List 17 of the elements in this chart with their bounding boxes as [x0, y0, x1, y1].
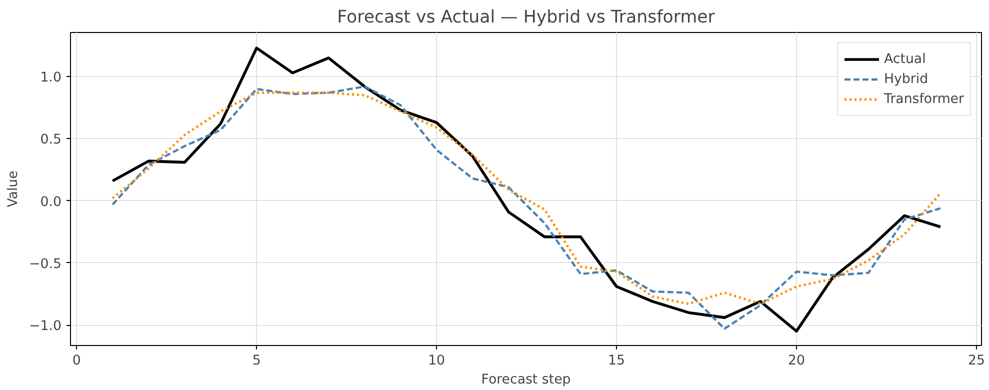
- x-tick-label: 5: [252, 354, 261, 368]
- x-tick-label: 20: [788, 354, 805, 368]
- y-tick-label: 1.0: [40, 70, 62, 86]
- x-tick-label: 10: [428, 354, 446, 368]
- y-tick-label: 0.5: [40, 132, 62, 148]
- y-tick-label: −1.0: [29, 319, 62, 334]
- legend-label: Transformer: [884, 92, 964, 106]
- y-tick-label: −0.5: [29, 256, 62, 272]
- x-tick-label: 0: [72, 354, 81, 368]
- y-axis-title: Value: [6, 170, 22, 208]
- y-tick-label: 0.0: [40, 194, 62, 210]
- chart-title: Forecast vs Actual — Hybrid vs Transformer: [337, 8, 716, 28]
- legend-label: Actual: [884, 52, 926, 66]
- x-tick-label: 25: [968, 354, 985, 368]
- x-axis-title: Forecast step: [481, 372, 571, 388]
- x-tick-label: 15: [608, 354, 626, 368]
- legend-label: Hybrid: [884, 72, 928, 86]
